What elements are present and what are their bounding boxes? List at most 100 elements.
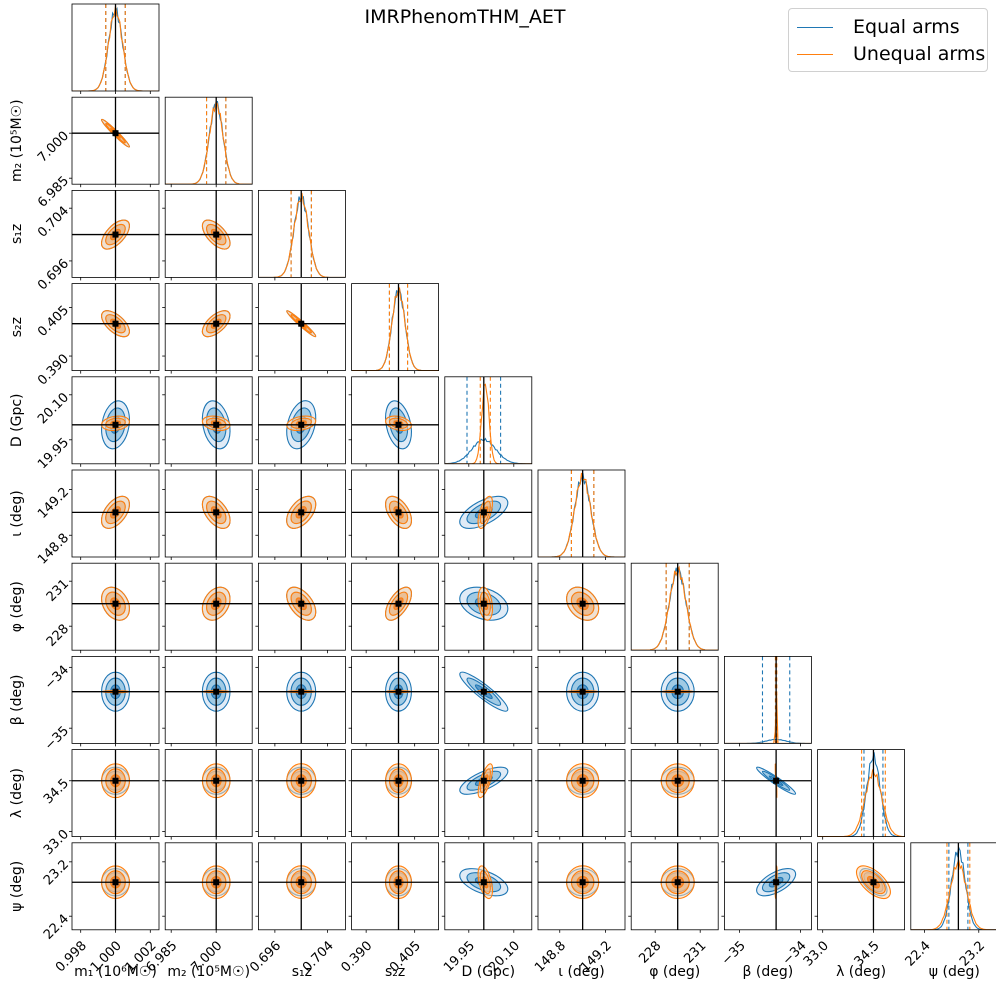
panel-frame bbox=[351, 656, 440, 744]
panel-frame bbox=[537, 469, 626, 558]
legend-line-equal bbox=[797, 26, 833, 28]
panel-frame bbox=[444, 749, 533, 837]
panel-frame bbox=[257, 376, 346, 465]
y-tick-label: 7.000 bbox=[35, 129, 72, 166]
truth-marker bbox=[395, 879, 402, 886]
y-tick-label: −35 bbox=[42, 724, 72, 754]
y-tick-label: 0.390 bbox=[35, 351, 72, 388]
truth-marker bbox=[395, 421, 402, 428]
y-tick-label: 6.985 bbox=[35, 174, 72, 211]
histogram-unequal bbox=[538, 472, 625, 557]
panel-frame bbox=[444, 842, 533, 931]
panel-5-0 bbox=[69, 469, 160, 560]
panel-frame bbox=[724, 842, 812, 931]
panel-9-8 bbox=[814, 842, 905, 933]
panel-content bbox=[444, 563, 532, 651]
panel-8-1 bbox=[162, 749, 253, 840]
panel-7-1 bbox=[162, 656, 253, 747]
truth-marker bbox=[298, 879, 305, 886]
legend-label-equal: Equal arms bbox=[853, 16, 960, 38]
truth-marker bbox=[112, 421, 119, 428]
panel-content bbox=[165, 749, 253, 837]
panel-content bbox=[258, 376, 346, 464]
panel-content bbox=[351, 283, 439, 371]
y-tick-label: 20.10 bbox=[35, 390, 72, 427]
histogram-equal bbox=[538, 472, 625, 557]
truth-marker bbox=[480, 777, 487, 784]
truth-marker bbox=[298, 509, 305, 516]
panel-frame bbox=[351, 562, 440, 651]
panel-2-2 bbox=[257, 189, 346, 281]
panel-content bbox=[351, 749, 439, 837]
panel-9-4 bbox=[441, 842, 533, 933]
panel-frame bbox=[724, 656, 812, 744]
x-axis-label: λ (deg) bbox=[836, 964, 886, 980]
y-tick-label: 23.2 bbox=[41, 857, 72, 888]
y-tick-label: 0.405 bbox=[35, 303, 72, 340]
truth-marker bbox=[213, 777, 220, 784]
panel-content bbox=[538, 656, 625, 744]
panel-8-5 bbox=[535, 749, 626, 840]
panel-7-4 bbox=[441, 656, 533, 747]
legend-line-unequal bbox=[797, 53, 833, 55]
y-tick-label: 149.2 bbox=[35, 485, 72, 522]
panel-9-5 bbox=[535, 842, 626, 933]
panel-9-2 bbox=[255, 842, 346, 933]
panel-5-1 bbox=[162, 469, 253, 560]
truth-marker bbox=[480, 688, 487, 695]
panel-8-0 bbox=[69, 749, 160, 840]
panel-content bbox=[444, 656, 532, 744]
truth-marker bbox=[480, 879, 487, 886]
histogram-unequal bbox=[351, 287, 439, 371]
panel-0-0 bbox=[71, 3, 160, 94]
truth-marker bbox=[674, 777, 681, 784]
panel-1-0 bbox=[69, 96, 160, 188]
panel-6-6 bbox=[630, 562, 719, 654]
panel-content bbox=[258, 563, 346, 651]
panel-content bbox=[165, 656, 253, 744]
histogram-unequal bbox=[258, 192, 346, 278]
panel-3-2 bbox=[255, 283, 346, 374]
truth-marker bbox=[395, 509, 402, 516]
panel-content bbox=[72, 749, 159, 837]
panel-6-1 bbox=[162, 562, 253, 654]
panel-content bbox=[444, 376, 532, 464]
panel-8-4 bbox=[441, 749, 533, 840]
panel-7-6 bbox=[628, 656, 719, 747]
panel-frame bbox=[164, 469, 253, 558]
panel-content bbox=[631, 749, 719, 837]
chart-title: IMRPhenomTHM_AET bbox=[364, 6, 566, 28]
truth-marker bbox=[579, 688, 586, 695]
y-axis-label: D (Gpc) bbox=[9, 394, 25, 448]
histogram-unequal bbox=[910, 859, 996, 930]
panel-content bbox=[817, 749, 905, 837]
panel-content bbox=[444, 470, 532, 557]
panel-content bbox=[538, 749, 625, 837]
panel-frame bbox=[724, 749, 812, 837]
legend-label-unequal: Unequal arms bbox=[853, 43, 986, 65]
truth-marker bbox=[112, 600, 119, 607]
panel-content bbox=[72, 283, 159, 371]
panel-content bbox=[258, 749, 346, 837]
truth-marker bbox=[579, 777, 586, 784]
panel-content bbox=[351, 563, 439, 651]
x-tick-label: 33.0 bbox=[801, 938, 832, 969]
panel-frame bbox=[351, 469, 440, 558]
truth-marker bbox=[773, 879, 780, 886]
legend: Equal arms Unequal arms bbox=[788, 8, 988, 72]
histogram-equal bbox=[444, 437, 532, 464]
histogram-equal bbox=[165, 101, 253, 185]
panel-frame bbox=[257, 469, 346, 558]
y-axis-label: φ (deg) bbox=[9, 581, 25, 632]
truth-marker bbox=[773, 777, 780, 784]
panel-3-3 bbox=[351, 283, 440, 374]
panel-content bbox=[351, 376, 439, 464]
y-axis-label: s₂z bbox=[9, 317, 25, 337]
truth-marker bbox=[298, 777, 305, 784]
panel-frame bbox=[444, 562, 533, 651]
panel-content bbox=[72, 190, 159, 278]
truth-marker bbox=[112, 879, 119, 886]
panel-content bbox=[444, 749, 532, 837]
panel-frame bbox=[257, 189, 346, 278]
x-axis-label: s₂z bbox=[385, 964, 405, 980]
